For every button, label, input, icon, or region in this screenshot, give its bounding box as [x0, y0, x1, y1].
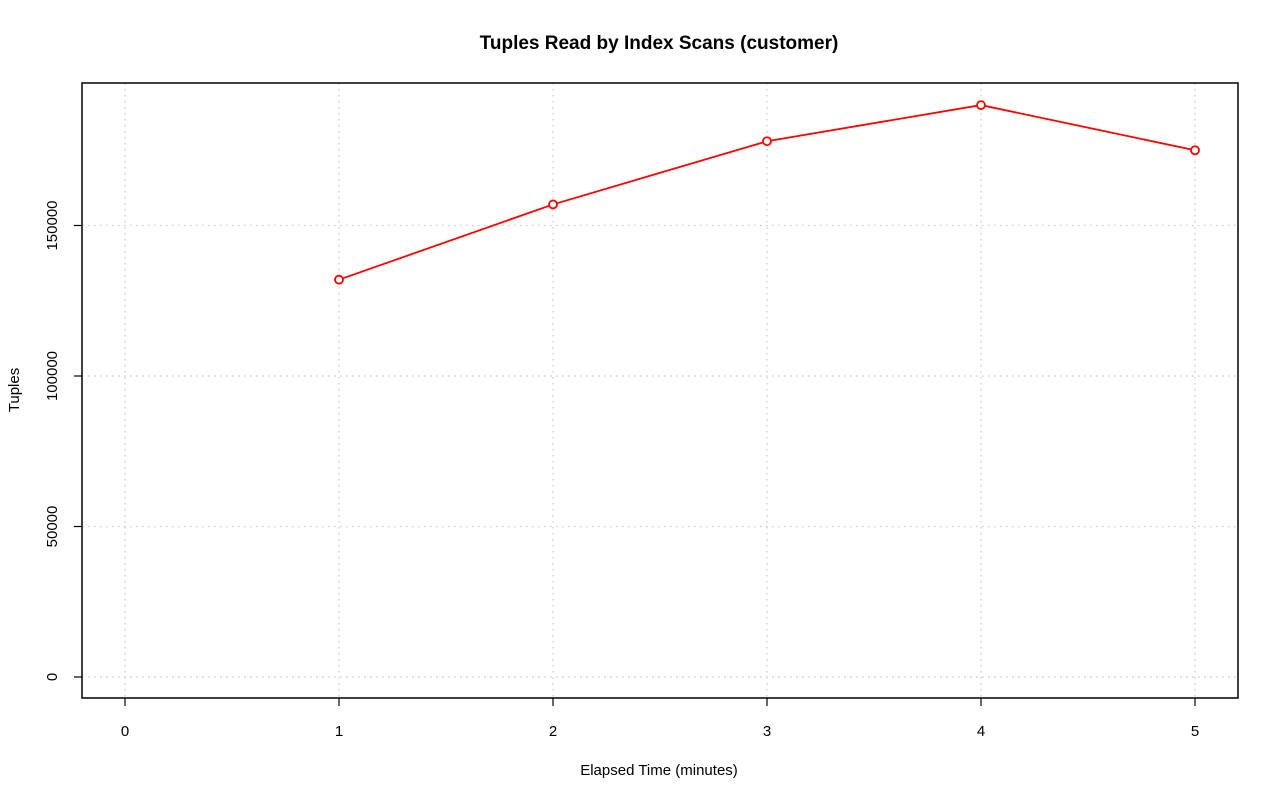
data-point: [1190, 145, 1200, 156]
x-axis: 0 1 2 3 4 5: [121, 698, 1199, 740]
x-tick-label: 1: [335, 723, 343, 740]
data-point: [334, 274, 344, 285]
x-axis-label: Elapsed Time (minutes): [580, 762, 738, 779]
data-point: [976, 100, 986, 110]
x-tick-label: 4: [977, 723, 985, 740]
x-tick-label: 5: [1191, 723, 1199, 740]
chart-title: Tuples Read by Index Scans (customer): [480, 33, 839, 54]
y-tick-label: 100000: [44, 351, 61, 401]
y-tick-label: 150000: [44, 200, 61, 250]
plot-frame: [81, 82, 1239, 699]
y-tick-label: 50000: [44, 506, 61, 548]
grid-lines: [82, 83, 1238, 698]
x-tick-label: 2: [549, 723, 557, 740]
x-tick-label: 3: [763, 723, 771, 740]
y-tick-label: 0: [44, 673, 61, 681]
x-tick-label: 0: [121, 723, 129, 740]
series-layer: [334, 100, 1200, 285]
y-axis-label: Tuples: [6, 368, 23, 412]
data-point: [548, 199, 558, 210]
y-axis: 0 50000 100000 150000: [44, 200, 82, 681]
data-point: [762, 136, 772, 147]
